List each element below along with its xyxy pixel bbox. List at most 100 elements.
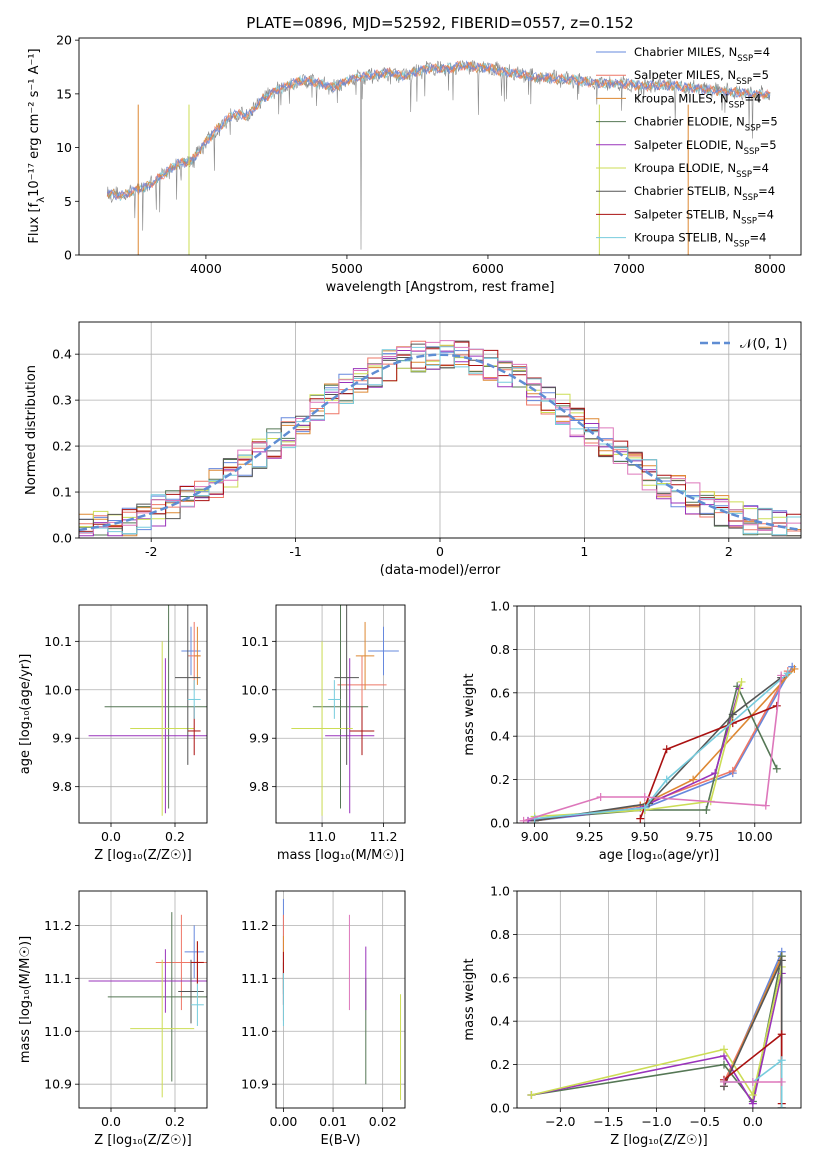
x-axis-label: Z [log₁₀(Z/Z☉)] [610, 1133, 707, 1148]
legend-entry: Chabrier ELODIE, NSSP=5 [634, 115, 778, 134]
errorbar-point [187, 680, 201, 719]
y-tick-label: 1.0 [490, 884, 510, 899]
y-tick-label: 11.2 [44, 918, 72, 933]
weight-line [531, 973, 783, 1106]
weight-series [530, 669, 792, 823]
x-tick-label: 7000 [613, 261, 645, 276]
y-tick-label: 0.4 [490, 729, 510, 744]
legend-entry: Chabrier STELIB, NSSP=4 [634, 184, 775, 203]
figure-title: PLATE=0896, MJD=52592, FIBERID=0557, z=0… [246, 14, 633, 32]
y-tick-label: 0 [64, 248, 72, 263]
weight-marker [790, 664, 799, 673]
x-tick-label: 4000 [190, 261, 222, 276]
legend-name: Salpeter ELODIE, N [634, 138, 744, 152]
weight-marker [640, 803, 649, 812]
x-tick-label: 0.0 [743, 1114, 763, 1129]
legend-name: Chabrier STELIB, N [634, 184, 742, 198]
weight-marker [719, 1045, 728, 1054]
errorbar-point [355, 621, 375, 690]
weight-marker [640, 792, 649, 801]
y-tick-label: 9.9 [249, 731, 269, 746]
x-tick-label: 1 [580, 544, 588, 559]
legend-sub: SSP [745, 124, 761, 134]
weight-marker [777, 1104, 786, 1108]
weight-marker [527, 1090, 536, 1099]
x-tick-label: -2 [145, 544, 157, 559]
y-tick-label: 20 [56, 33, 72, 48]
y-tick-label: 9.8 [249, 779, 269, 794]
x-tick-label: 10.00 [737, 829, 773, 844]
legend-tail: =5 [760, 138, 777, 152]
legend-sub: SSP [729, 100, 745, 110]
y-label-rest: 10⁻¹⁷ erg cm⁻² s⁻¹ A⁻¹] [27, 48, 42, 197]
spectrum-marks [106, 59, 771, 255]
errorbar-point [184, 925, 204, 979]
errorbar-point [194, 626, 201, 685]
x-tick-label: 2 [725, 544, 733, 559]
legend-tail: =4 [757, 207, 774, 221]
errorbar-point [88, 658, 207, 814]
y-tick-label: 11.2 [241, 918, 269, 933]
x-tick-label: 0.2 [165, 829, 185, 844]
x-axis-label: E(B-V) [320, 1133, 360, 1148]
mass_vs_Z-marks [88, 912, 207, 1098]
x-tick-label: 9.25 [576, 829, 604, 844]
legend-sub: SSP [741, 216, 757, 226]
residual_hist-panel: -2 -1 0 1 2 0.0 0.1 0.2 0.3 0.4 (data-model)/error… [24, 321, 802, 578]
x-tick-label: 11.0 [308, 829, 336, 844]
y-tick-label: 0.0 [490, 816, 510, 831]
weight-marker [596, 792, 605, 801]
weight_vs_age-panel: 9.00 9.25 9.50 9.75 10.00 0.0 0.2 0.4 0.6 0.8 1.0 a… [462, 599, 802, 863]
y-tick-label: 9.8 [52, 779, 72, 794]
errorbar-point [349, 706, 375, 756]
mass_vs_ebv-panel: 0.00 0.01 0.02 10.9 11.0 11.1 11.2 E(B-V) [241, 890, 406, 1148]
errorbar-point [191, 941, 204, 984]
x-tick-label: 0.2 [165, 1114, 185, 1129]
x-tick-label: -1 [289, 544, 301, 559]
y-tick-label: 0.4 [490, 1014, 510, 1029]
y-tick-label: 11.1 [241, 971, 269, 986]
x-tick-label: 0.00 [270, 1114, 298, 1129]
legend-sub: SSP [736, 170, 752, 180]
legend-name: Kroupa STELIB, N [634, 231, 734, 245]
y-label-part: Flux [f [27, 202, 42, 243]
legend-name: Kroupa MILES, N [634, 91, 729, 105]
axes-frame [516, 605, 802, 824]
weight-series [530, 677, 746, 821]
x-axis-label: Z [log₁₀(Z/Z☉)] [94, 1133, 191, 1148]
errorbar-point [130, 959, 195, 1098]
x-tick-label: 0.02 [369, 1114, 397, 1129]
legend-tail: =5 [752, 68, 769, 82]
weight-marker [728, 710, 737, 719]
x-tick-label: 5000 [331, 261, 363, 276]
spectrum-line [106, 60, 771, 201]
y-tick-label: 10.0 [241, 682, 269, 697]
weight-marker [737, 677, 746, 686]
weight-marker [777, 1077, 786, 1086]
legend-sub: SSP [737, 54, 753, 64]
age_vs_mass-panel: 11.0 11.2 9.8 9.9 10.0 10.1 mass [log₁₀(M/M☉)] [241, 604, 406, 863]
legend-tail: =4 [753, 45, 770, 59]
y-tick-label: 0.4 [52, 347, 72, 362]
weight-series [636, 701, 781, 823]
weight-line [534, 672, 789, 820]
y-tick-label: 0.8 [490, 642, 510, 657]
y-tick-label: 11.0 [44, 1024, 72, 1039]
y-tick-label: 0.0 [52, 531, 72, 546]
errorbar-point [334, 605, 359, 765]
y-tick-label: 0.0 [490, 1101, 510, 1116]
y-tick-label: 15 [56, 86, 72, 101]
axes-frame [78, 321, 802, 539]
weight-marker [728, 766, 737, 775]
legend-sub: SSP [742, 193, 758, 203]
y-tick-label: 10.9 [241, 1077, 269, 1092]
errorbar-point [291, 641, 353, 816]
weight_vs_Z-marks [527, 947, 786, 1108]
x-axis-label: Z [log₁₀(Z/Z☉)] [94, 848, 191, 863]
errorbar-point [312, 605, 369, 809]
weight-marker [662, 745, 671, 754]
gaussian-legend-label: 𝒩(0, 1) [740, 337, 787, 352]
legend-name: Kroupa ELODIE, N [634, 161, 736, 175]
